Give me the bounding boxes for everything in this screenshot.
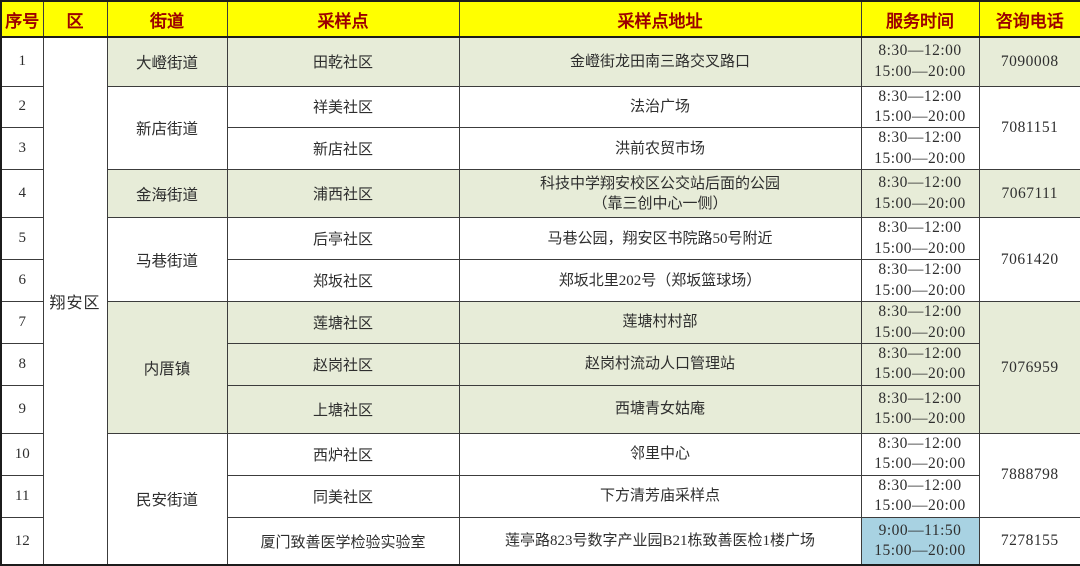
- time-cell: 8:30—12:00 15:00—20:00: [860, 432, 980, 476]
- street-cell: 民安街道: [106, 432, 228, 566]
- time-cell: 8:30—12:00 15:00—20:00: [860, 343, 980, 386]
- phone-cell: 7067111: [978, 169, 1080, 219]
- street-cell: 金海街道: [106, 169, 228, 219]
- table-row: 7 内厝镇 莲塘社区 莲塘村村部 8:30—12:00 15:00—20:00 …: [0, 301, 1080, 434]
- point-cell: 新店社区: [226, 127, 460, 171]
- row-number: 10: [0, 432, 44, 476]
- table-row: 8 赵岗社区 赵岗村流动人口管理站 8:30—12:00 15:00—20:00: [0, 343, 1080, 386]
- address-cell: 赵岗村流动人口管理站: [458, 343, 862, 386]
- address-cell: 邻里中心: [458, 432, 862, 476]
- header-cell-no: 序号: [0, 0, 44, 38]
- address-cell: 莲亭路823号数字产业园B21栋致善医检1楼广场: [458, 516, 862, 566]
- table-row: 5 马巷街道 后亭社区 马巷公园，翔安区书院路50号附近 8:30—12:00 …: [0, 217, 1080, 303]
- address-cell: 洪前农贸市场: [458, 127, 862, 171]
- point-cell: 莲塘社区: [226, 301, 460, 345]
- street-cell: 新店街道: [106, 85, 228, 171]
- time-cell: 8:30—12:00 15:00—20:00: [860, 36, 980, 87]
- row-number: 4: [0, 169, 44, 219]
- phone-cell: 7076959: [978, 301, 1080, 434]
- table-row: 10 民安街道 西炉社区 邻里中心 8:30—12:00 15:00—20:00…: [0, 432, 1080, 566]
- table-row: 6 郑坂社区 郑坂北里202号（郑坂篮球场） 8:30—12:00 15:00—…: [0, 259, 1080, 303]
- address-cell: 金嶝街龙田南三路交叉路口: [458, 36, 862, 87]
- row-number: 1: [0, 36, 44, 87]
- table-row: 3 新店社区 洪前农贸市场 8:30—12:00 15:00—20:00: [0, 127, 1080, 171]
- row-number: 6: [0, 259, 44, 303]
- point-cell: 西炉社区: [226, 432, 460, 476]
- table-row: 11 同美社区 下方清芳庙采样点 8:30—12:00 15:00—20:00: [0, 474, 1080, 518]
- address-cell: 下方清芳庙采样点: [458, 474, 862, 518]
- district-cell: 翔安区: [42, 36, 108, 566]
- point-cell: 上塘社区: [226, 384, 460, 434]
- header-row: 序号 区 街道 采样点 采样点地址 服务时间 咨询电话: [0, 0, 1080, 38]
- time-cell: 8:30—12:00 15:00—20:00: [860, 217, 980, 261]
- row-number: 7: [0, 301, 44, 345]
- point-cell: 浦西社区: [226, 169, 460, 219]
- row-number: 5: [0, 217, 44, 261]
- time-cell: 8:30—12:00 15:00—20:00: [860, 301, 980, 345]
- point-cell: 田乾社区: [226, 36, 460, 87]
- point-cell: 赵岗社区: [226, 343, 460, 386]
- time-cell-highlighted: 9:00—11:50 15:00—20:00: [860, 516, 980, 566]
- address-cell: 西塘青女姑庵: [458, 384, 862, 434]
- row-number: 12: [0, 516, 44, 566]
- header-cell-time: 服务时间: [860, 0, 980, 38]
- header-cell-address: 采样点地址: [458, 0, 862, 38]
- point-cell: 郑坂社区: [226, 259, 460, 303]
- phone-cell: 7888798: [978, 432, 1080, 518]
- street-cell: 马巷街道: [106, 217, 228, 303]
- street-cell: 大嶝街道: [106, 36, 228, 87]
- address-cell: 法治广场: [458, 85, 862, 129]
- address-cell: 马巷公园，翔安区书院路50号附近: [458, 217, 862, 261]
- header-cell-phone: 咨询电话: [978, 0, 1080, 38]
- point-cell: 厦门致善医学检验实验室: [226, 516, 460, 566]
- address-cell: 莲塘村村部: [458, 301, 862, 345]
- address-cell: 科技中学翔安校区公交站后面的公园 （靠三创中心一侧）: [458, 169, 862, 219]
- table-row: 2 新店街道 祥美社区 法治广场 8:30—12:00 15:00—20:00 …: [0, 85, 1080, 171]
- time-cell: 8:30—12:00 15:00—20:00: [860, 85, 980, 129]
- phone-cell: 7278155: [978, 516, 1080, 566]
- street-cell: 内厝镇: [106, 301, 228, 434]
- phone-cell: 7061420: [978, 217, 1080, 303]
- point-cell: 后亭社区: [226, 217, 460, 261]
- header-cell-street: 街道: [106, 0, 228, 38]
- table-row: 4 金海街道 浦西社区 科技中学翔安校区公交站后面的公园 （靠三创中心一侧） 8…: [0, 169, 1080, 219]
- row-number: 8: [0, 343, 44, 386]
- row-number: 2: [0, 85, 44, 129]
- phone-cell: 7090008: [978, 36, 1080, 87]
- row-number: 9: [0, 384, 44, 434]
- time-cell: 8:30—12:00 15:00—20:00: [860, 259, 980, 303]
- header-cell-point: 采样点: [226, 0, 460, 38]
- table-row: 1 翔安区 大嶝街道 田乾社区 金嶝街龙田南三路交叉路口 8:30—12:00 …: [0, 36, 1080, 566]
- table-row: 9 上塘社区 西塘青女姑庵 8:30—12:00 15:00—20:00: [0, 384, 1080, 434]
- time-cell: 8:30—12:00 15:00—20:00: [860, 474, 980, 518]
- point-cell: 同美社区: [226, 474, 460, 518]
- address-cell: 郑坂北里202号（郑坂篮球场）: [458, 259, 862, 303]
- phone-cell: 7081151: [978, 85, 1080, 171]
- point-cell: 祥美社区: [226, 85, 460, 129]
- row-number: 3: [0, 127, 44, 171]
- time-cell: 8:30—12:00 15:00—20:00: [860, 384, 980, 434]
- row-number: 11: [0, 474, 44, 518]
- time-cell: 8:30—12:00 15:00—20:00: [860, 169, 980, 219]
- time-cell: 8:30—12:00 15:00—20:00: [860, 127, 980, 171]
- header-cell-district: 区: [42, 0, 108, 38]
